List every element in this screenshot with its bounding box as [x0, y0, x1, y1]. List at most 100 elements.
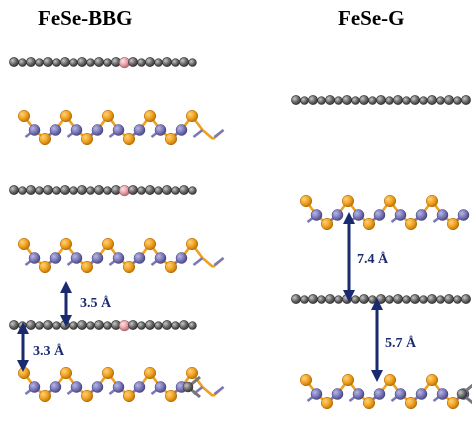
- carbon-atom: [26, 320, 36, 330]
- selenium-atom: [80, 389, 94, 403]
- carbon-atom: [9, 57, 19, 67]
- selenium-atom: [341, 194, 355, 208]
- carbon-atom: [334, 96, 343, 105]
- carbon-atom: [385, 295, 394, 304]
- carbon-atom: [52, 58, 61, 67]
- carbon-atom: [26, 57, 36, 67]
- carbon-atom: [154, 186, 163, 195]
- carbon-atom: [162, 320, 172, 330]
- carbon-atom: [453, 96, 462, 105]
- selenium-atom: [362, 396, 376, 410]
- iron-atom: [133, 381, 146, 393]
- iron-atom: [415, 388, 428, 400]
- carbon-atom: [376, 294, 386, 304]
- carbon-atom: [410, 95, 420, 105]
- carbon-atom: [35, 58, 44, 67]
- distance-label-left-lower: 3.3 Å: [33, 343, 65, 359]
- iron-atom: [49, 381, 62, 393]
- fe-se-bond: [192, 256, 204, 267]
- carbon-atom: [35, 186, 44, 195]
- selenium-atom: [38, 132, 52, 146]
- carbon-atom: [94, 57, 104, 67]
- carbon-atom: [368, 295, 377, 304]
- selenium-atom: [17, 237, 31, 251]
- graphene-sheet-top: [291, 95, 471, 105]
- carbon-atom: [444, 95, 454, 105]
- selenium-atom: [17, 109, 31, 123]
- panel-title-fese-bbg: FeSe-BBG: [38, 6, 133, 30]
- carbon-atom: [52, 321, 61, 330]
- carbon-atom: [171, 186, 180, 195]
- selenium-atom: [383, 373, 397, 387]
- carbon-atom: [427, 294, 437, 304]
- carbon-atom: [137, 58, 146, 67]
- carbon-atom: [43, 320, 53, 330]
- iron-atom: [49, 252, 62, 264]
- carbon-atom: [69, 186, 78, 195]
- carbon-atom: [69, 58, 78, 67]
- distance-label-left-upper: 3.5 Å: [80, 295, 112, 311]
- carbon-atom: [188, 321, 197, 330]
- carbon-atom: [86, 58, 95, 67]
- carbon-atom: [77, 57, 87, 67]
- selenium-atom: [320, 396, 334, 410]
- carbon-atom: [154, 58, 163, 67]
- iron-atom: [310, 388, 323, 400]
- selenium-atom: [101, 109, 115, 123]
- iron-atom: [91, 381, 104, 393]
- fe-se-bond: [192, 128, 204, 139]
- carbon-atom: [171, 58, 180, 67]
- carbon-atom: [154, 321, 163, 330]
- iron-atom: [352, 388, 365, 400]
- fe-se-bond: [201, 257, 214, 268]
- carbon-atom: [456, 388, 468, 400]
- selenium-atom: [299, 373, 313, 387]
- carbon-atom: [453, 295, 462, 304]
- carbon-atom: [145, 57, 155, 67]
- bbg-sheet-top: [9, 57, 197, 69]
- iron-atom: [133, 124, 146, 136]
- carbon-atom: [9, 320, 19, 330]
- carbon-atom: [393, 294, 403, 304]
- carbon-atom: [419, 96, 428, 105]
- carbon-atom: [86, 186, 95, 195]
- carbon-atom: [427, 95, 437, 105]
- carbon-atom: [26, 185, 36, 195]
- carbon-atom: [317, 96, 326, 105]
- carbon-atom: [86, 321, 95, 330]
- iron-atom: [352, 209, 365, 221]
- carbon-atom: [43, 57, 53, 67]
- carbon-atom: [77, 185, 87, 195]
- carbon-atom: [410, 294, 420, 304]
- selenium-atom: [425, 373, 439, 387]
- selenium-atom: [122, 260, 136, 274]
- carbon-atom: [77, 320, 87, 330]
- iron-atom: [373, 209, 386, 221]
- fe-se-bond: [201, 386, 214, 397]
- carbon-atom: [317, 295, 326, 304]
- selenium-atom: [404, 217, 418, 231]
- selenium-atom: [164, 260, 178, 274]
- carbon-atom: [334, 295, 343, 304]
- carbon-atom: [436, 295, 445, 304]
- iron-atom: [175, 252, 188, 264]
- carbon-atom: [402, 96, 411, 105]
- selenium-atom: [59, 109, 73, 123]
- iron-atom: [436, 388, 449, 400]
- carbon-atom: [461, 294, 471, 304]
- iron-atom: [154, 381, 167, 393]
- carbon-atom: [60, 57, 70, 67]
- iron-atom: [154, 124, 167, 136]
- carbon-atom: [419, 295, 428, 304]
- iron-atom: [112, 124, 125, 136]
- selenium-atom: [38, 260, 52, 274]
- carbon-atom: [137, 321, 146, 330]
- iron-atom: [70, 252, 83, 264]
- carbon-atom: [60, 320, 70, 330]
- selenium-atom: [101, 366, 115, 380]
- carbon-atom: [376, 95, 386, 105]
- iron-atom: [175, 124, 188, 136]
- carbon-atom: [94, 185, 104, 195]
- selenium-atom: [80, 260, 94, 274]
